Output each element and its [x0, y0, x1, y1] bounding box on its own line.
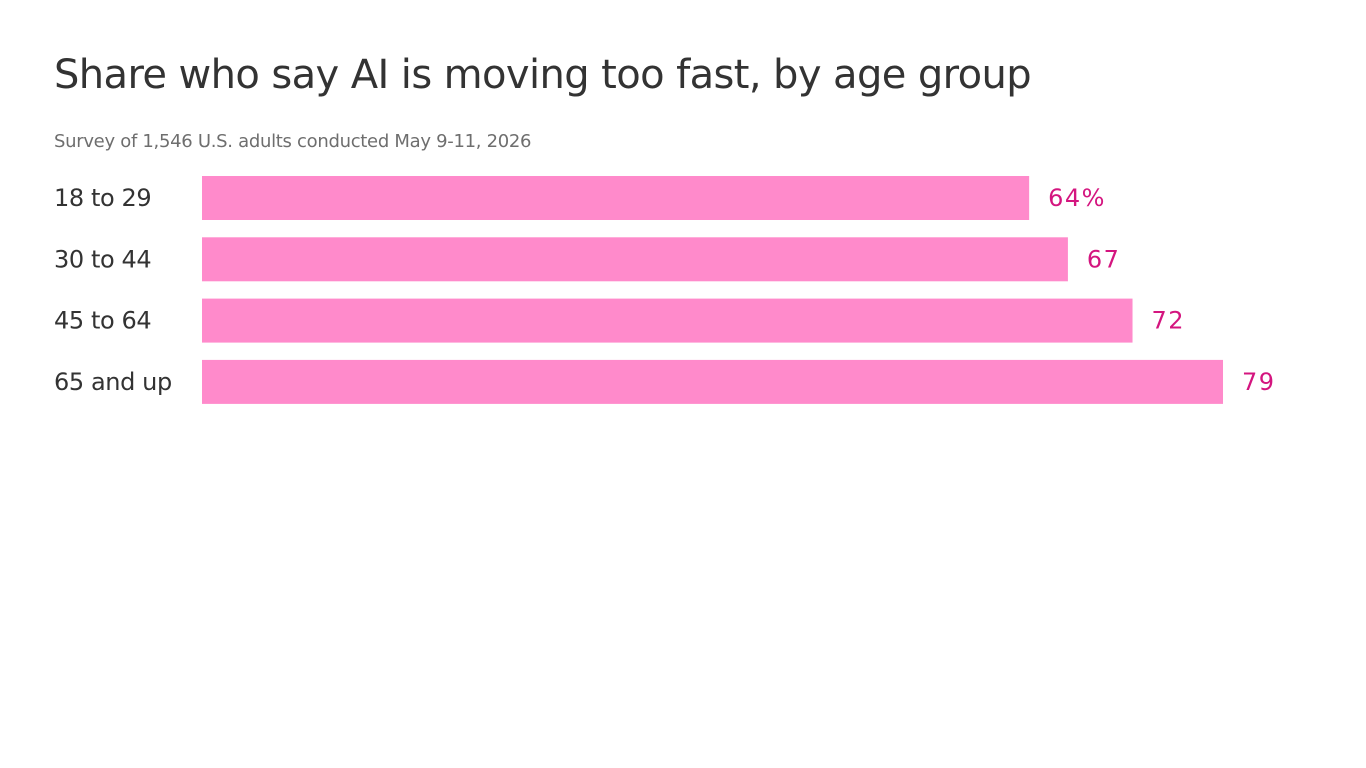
value-label: 64%	[1048, 184, 1106, 212]
bar	[202, 298, 1133, 343]
category-label: 65 and up	[54, 368, 172, 396]
value-label: 67	[1087, 245, 1121, 273]
value-label: 72	[1152, 307, 1186, 335]
bar	[202, 359, 1223, 404]
chart-title: Share who say AI is moving too fast, by …	[54, 52, 1032, 98]
category-label: 18 to 29	[54, 184, 151, 212]
bar	[202, 237, 1068, 282]
chart-subtitle: Survey of 1,546 U.S. adults conducted Ma…	[54, 131, 532, 152]
category-label: 30 to 44	[54, 245, 151, 273]
category-label: 45 to 64	[54, 307, 151, 335]
bar	[202, 176, 1030, 220]
value-label: 79	[1242, 368, 1276, 396]
